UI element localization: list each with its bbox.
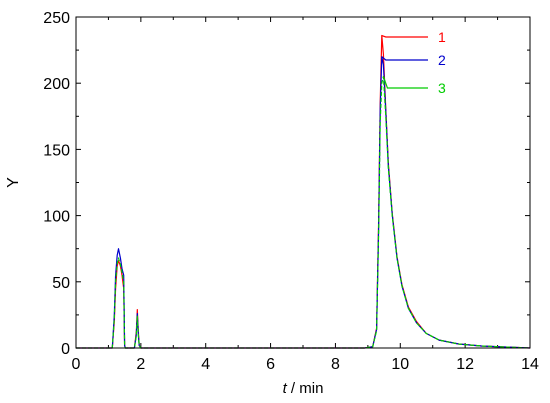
x-tick-label: 14 [521,356,539,373]
legend-leader-2 [381,56,428,61]
legend-layer: 1 2 3 [381,29,446,96]
x-tick-label: 10 [391,356,409,373]
y-tick-label: 150 [43,142,70,159]
y-tick-label: 50 [52,275,70,292]
legend-leader-3 [382,76,428,89]
series-line-2 [76,56,531,349]
x-axis-label-unit: / min [287,380,324,397]
y-tick-label: 100 [43,209,70,226]
x-tick-label: 0 [72,356,81,373]
legend-label-1: 1 [438,29,446,45]
x-tick-label: 8 [331,356,340,373]
x-tick-label: 4 [201,356,210,373]
legend-label-3: 3 [438,80,446,96]
series-line-3 [76,76,531,349]
plot-frame [75,16,531,349]
y-axis-label: Y [5,177,22,188]
y-tick-label: 200 [43,76,70,93]
x-axis-label: t / min [283,380,324,397]
x-tick-label: 6 [266,356,275,373]
series-layer [76,34,531,349]
x-tick-label: 12 [456,356,474,373]
legend-label-2: 2 [438,52,446,68]
x-tick-label: 2 [136,356,145,373]
legend-leader-1 [381,34,428,38]
series-line-1 [76,34,531,349]
y-tick-label: 250 [43,10,70,27]
y-tick-label: 0 [61,341,70,358]
x-axis-label-var: t [283,380,288,397]
